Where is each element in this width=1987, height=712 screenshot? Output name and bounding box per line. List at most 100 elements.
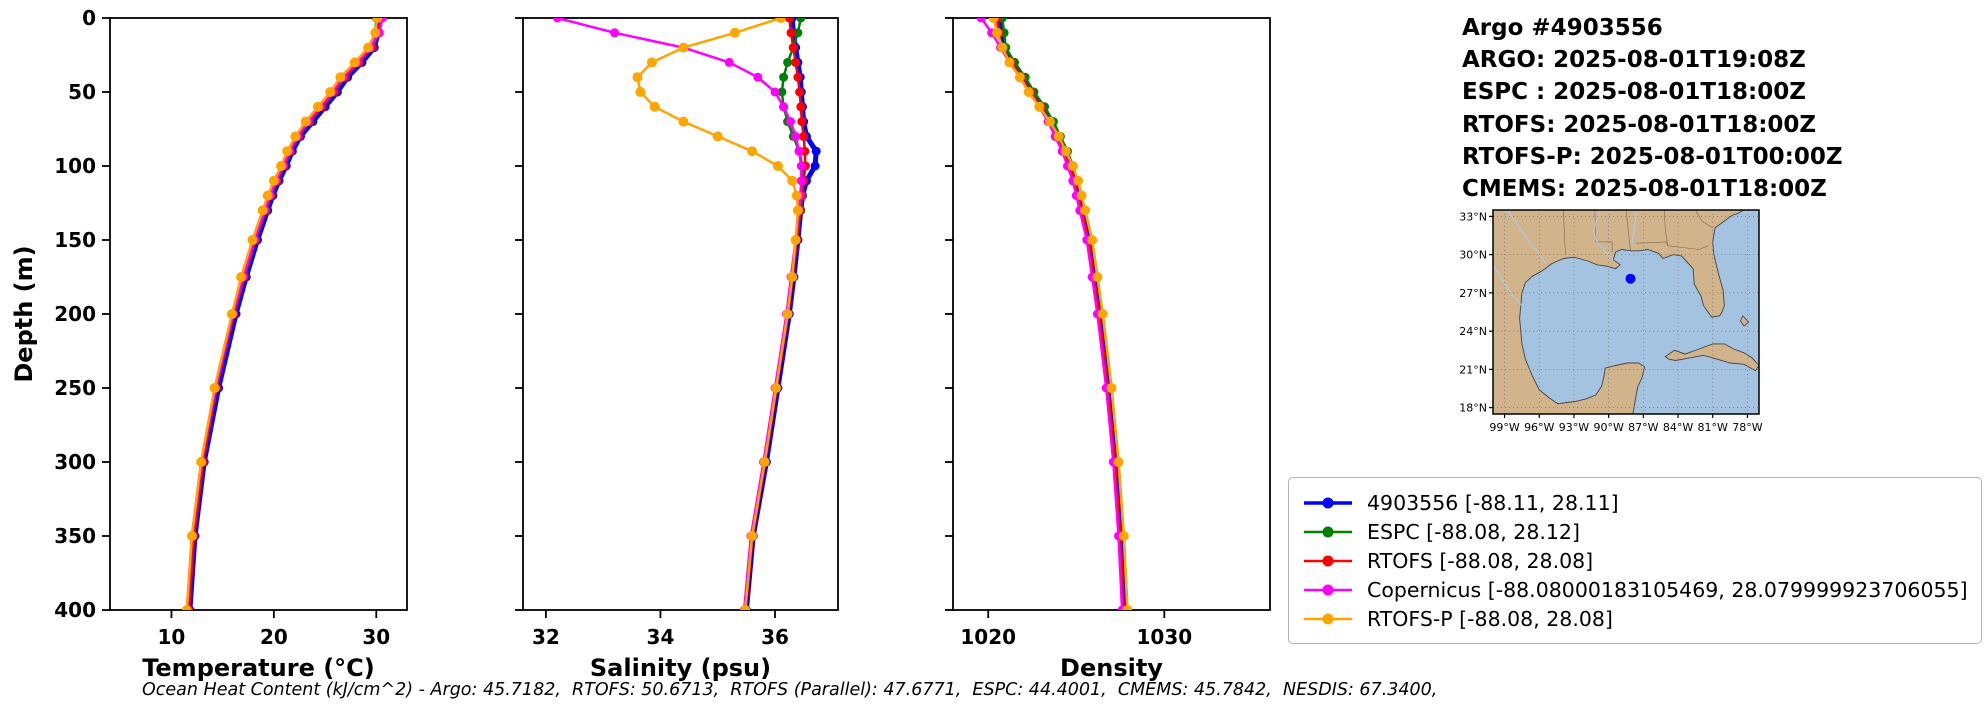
series-Copernicus-marker	[796, 176, 806, 186]
x-tick-label: 1020	[960, 625, 1016, 649]
series-RTOFS-P-marker	[236, 272, 247, 282]
series-RTOFS-P-marker	[649, 101, 660, 112]
series-RTOFS-P-marker	[1014, 72, 1025, 83]
map-lon-label: 81°W	[1698, 421, 1728, 434]
map-river	[1631, 210, 1639, 248]
series-Copernicus-marker	[794, 146, 804, 156]
series-Copernicus-marker	[779, 102, 789, 112]
y-tick-label: 200	[54, 302, 96, 326]
series-RTOFS-P-marker	[787, 175, 798, 186]
map-lon-label: 90°W	[1593, 421, 1623, 434]
series-ESPC-marker	[777, 87, 787, 97]
series-RTOFS-P-marker	[792, 205, 803, 216]
series-RTOFS-P-marker	[988, 18, 999, 23]
series-RTOFS-P-marker	[1118, 531, 1129, 541]
series-RTOFS-P-marker	[1060, 146, 1071, 157]
legend-line-marker-icon	[1304, 526, 1352, 537]
legend-line-marker-icon	[1304, 555, 1352, 566]
x-tick-label: 36	[761, 625, 789, 649]
plot-frame	[109, 17, 408, 611]
y-tick-label: 300	[54, 450, 96, 474]
gulf-of-mexico-location-map: 33°N 30°N 27°N 24°N 21°N 18°N99°W 96°W 93°W 90°W…	[1459, 209, 1763, 434]
legend-item-4903556: 4903556 [-88.11, 28.11]	[1301, 488, 1969, 517]
series-RTOFS-P-marker	[646, 57, 657, 68]
series-RTOFS-P-marker	[1076, 190, 1087, 201]
series-RTOFS-P-marker	[257, 205, 268, 216]
map-lat-label: 21°N	[1459, 363, 1487, 376]
series-Copernicus-marker	[610, 28, 620, 38]
series-RTOFS-P-marker	[372, 18, 383, 23]
series-RTOFS-P-marker	[771, 383, 782, 393]
series-ESPC-marker	[793, 28, 803, 38]
series-Copernicus-marker	[753, 72, 763, 82]
series-RTOFS-marker	[799, 131, 809, 141]
legend-line-marker-icon	[1304, 613, 1352, 624]
map-land-island	[1740, 315, 1750, 327]
legend-line-marker-icon	[1304, 584, 1352, 595]
x-tick-label: 1030	[1136, 625, 1192, 649]
series-ESPC-marker	[783, 57, 793, 67]
series-RTOFS-marker	[788, 43, 798, 53]
rtofs-p-timestamp: RTOFS-P: 2025-08-01T00:00Z	[1462, 143, 1843, 170]
x-tick-label: 10	[158, 625, 186, 649]
series-4903556-marker	[810, 161, 820, 171]
plot-frame	[952, 17, 1271, 611]
series-RTOFS-P-marker	[632, 72, 643, 83]
series-RTOFS-P-marker	[370, 27, 381, 38]
legend-item-RTOFS-P: RTOFS-P [-88.08, 28.08]	[1301, 604, 1969, 633]
map-lon-label: 84°W	[1663, 421, 1693, 434]
series-RTOFS-P-marker	[363, 42, 374, 53]
float-location-marker	[1625, 273, 1636, 284]
series-RTOFS-P-marker	[1053, 131, 1064, 142]
argo-timestamp: ARGO: 2025-08-01T19:08Z	[1462, 47, 1806, 74]
map-state-border	[1563, 210, 1567, 255]
series-RTOFS-marker	[795, 87, 805, 97]
legend-label: ESPC [-88.08, 28.12]	[1367, 519, 1580, 544]
x-axis-label: Density	[1060, 654, 1163, 682]
series-RTOFS-P-marker	[300, 116, 311, 127]
map-state-border	[1695, 210, 1713, 229]
x-tick-label: 30	[362, 625, 390, 649]
series-RTOFS-P-marker	[635, 87, 646, 97]
series-RTOFS-marker	[791, 57, 801, 67]
series-ESPC-marker	[779, 72, 789, 82]
series-Copernicus-marker	[786, 117, 795, 127]
series-RTOFS-P-marker	[1034, 101, 1045, 112]
map-lon-label: 78°W	[1732, 421, 1762, 434]
series-RTOFS-marker	[793, 72, 803, 82]
map-lat-label: 27°N	[1459, 287, 1487, 300]
series-RTOFS-P-marker	[1106, 383, 1117, 393]
cmems-timestamp: CMEMS: 2025-08-01T18:00Z	[1462, 175, 1827, 202]
map-land-cuba	[1664, 343, 1759, 372]
series-RTOFS-P-marker	[226, 309, 237, 319]
map-lon-label: 96°W	[1524, 421, 1554, 434]
espc-timestamp: ESPC : 2025-08-01T18:00Z	[1462, 79, 1806, 106]
x-axis-label: Salinity (psu)	[590, 654, 771, 682]
series-RTOFS-P-marker	[775, 18, 786, 23]
series-RTOFS-P-marker	[1067, 161, 1078, 171]
rtofs-timestamp: RTOFS: 2025-08-01T18:00Z	[1462, 111, 1817, 138]
legend-item-ESPC: ESPC [-88.08, 28.12]	[1301, 517, 1969, 546]
y-tick-label: 100	[54, 154, 96, 178]
series-RTOFS-P-marker	[247, 235, 258, 245]
legend-label: 4903556 [-88.11, 28.11]	[1367, 490, 1619, 515]
y-tick-label: 150	[54, 228, 96, 252]
series-RTOFS-marker	[784, 18, 794, 23]
series-Copernicus-marker	[724, 57, 734, 67]
series-Copernicus-marker	[770, 87, 780, 97]
series-Copernicus-marker	[552, 18, 562, 23]
legend-label: RTOFS-P [-88.08, 28.08]	[1367, 606, 1613, 631]
series-RTOFS-P-marker	[181, 605, 192, 610]
legend-label: Copernicus [-88.08000183105469, 28.07999…	[1367, 577, 1968, 602]
series-RTOFS-P-marker	[1092, 272, 1103, 282]
series-RTOFS-P-marker	[1073, 175, 1083, 186]
series-RTOFS-P-marker	[276, 161, 286, 171]
series-RTOFS-P-marker	[196, 457, 207, 467]
series-4903556-marker	[811, 146, 821, 156]
series-RTOFS-P-marker	[759, 457, 770, 467]
series-RTOFS-P-marker	[209, 383, 220, 393]
y-tick-label: 400	[54, 598, 96, 622]
map-lat-label: 24°N	[1459, 325, 1487, 338]
series-RTOFS-P-marker	[712, 131, 723, 142]
legend: 4903556 [-88.11, 28.11] ESPC [-88.08, 28.…	[1288, 477, 1982, 644]
